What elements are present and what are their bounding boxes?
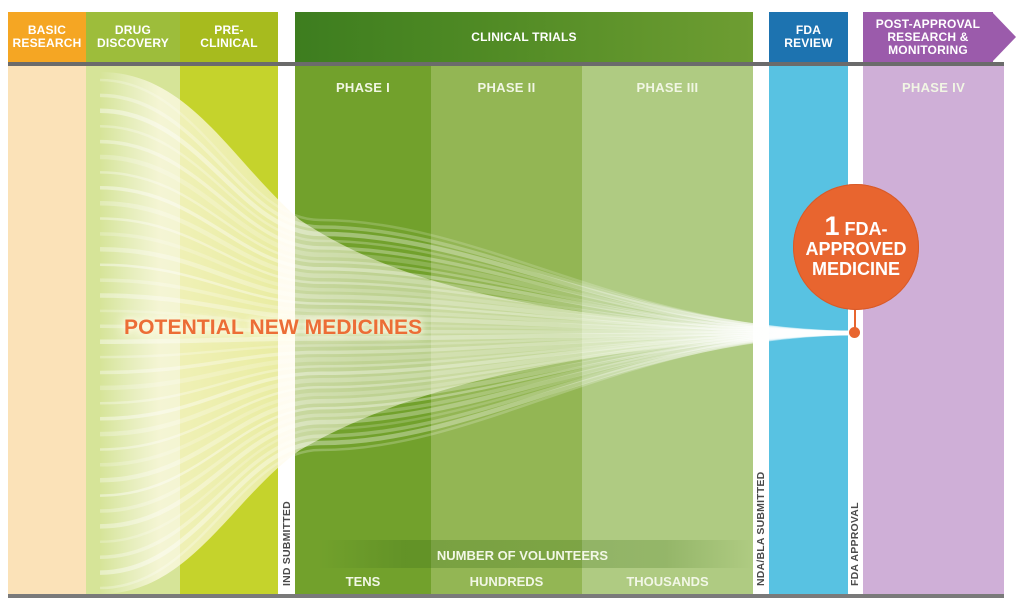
header-drug-discovery: DRUG DISCOVERY (86, 12, 180, 62)
bottom-edge (8, 594, 1004, 598)
funnel-streak (99, 331, 849, 590)
approval-pin-dot (849, 327, 860, 338)
phase4-label: PHASE IV (901, 80, 966, 95)
volunteers-title: NUMBER OF VOLUNTEERS (436, 548, 609, 563)
funnel-streak (99, 247, 849, 336)
volunteers-band (318, 540, 753, 568)
funnel-streak (99, 293, 849, 336)
potential-new-medicines-label: POTENTIAL NEW MEDICINES (124, 316, 423, 339)
ind-submitted-label: IND SUBMITTED (281, 501, 293, 586)
funnel-streak (99, 330, 849, 344)
fda-approval-label: FDA APPROVAL (849, 502, 861, 586)
phase3-label: PHASE III (636, 80, 699, 95)
nda-bla-submitted-label: NDA/BLA SUBMITTED (755, 471, 767, 586)
approved-count: 1 (824, 210, 840, 241)
funnel-streak (99, 330, 849, 575)
volunteers-hundreds: HUNDREDS (469, 574, 544, 589)
header-basic-research: BASIC RESEARCH (8, 12, 86, 62)
phase1-label: PHASE I (335, 80, 391, 95)
funnel-streak (99, 330, 849, 391)
basic-research-column (8, 66, 86, 594)
phase2-label: PHASE II (477, 80, 536, 95)
header-pre-clinical: PRE- CLINICAL (180, 12, 278, 62)
post-approval-column (863, 66, 1004, 594)
header-fda-review: FDA REVIEW (769, 12, 848, 62)
funnel-streak (99, 330, 849, 437)
funnel-streak (99, 200, 849, 336)
header-clinical-trials: CLINICAL TRIALS (295, 12, 753, 62)
volunteers-thousands: THOUSANDS (626, 574, 709, 589)
approved-line1: FDA- (844, 218, 888, 239)
approved-line3: MEDICINE (811, 258, 900, 279)
header-arrow-tip (992, 12, 1016, 62)
funnel-streak (99, 108, 849, 336)
volunteers-tens: TENS (345, 574, 381, 589)
header-post-approval: POST-APPROVAL RESEARCH & MONITORING (863, 12, 993, 62)
header-shadow (8, 62, 1004, 66)
approved-line2: APPROVED (805, 238, 907, 259)
approved-medicine-badge: 1 FDA- APPROVED MEDICINE (793, 184, 919, 310)
funnel-streak (99, 330, 849, 483)
approval-pin-line (854, 306, 856, 330)
funnel-streak (99, 330, 849, 529)
nda-divider (753, 12, 769, 594)
funnel-streak (99, 154, 849, 336)
